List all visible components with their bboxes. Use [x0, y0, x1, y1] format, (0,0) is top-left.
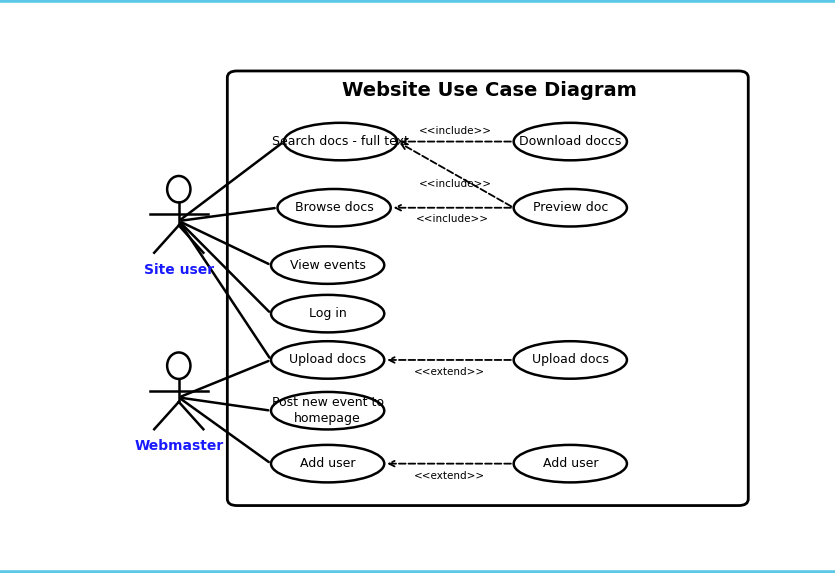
- Text: <<extend>>: <<extend>>: [413, 471, 484, 481]
- Ellipse shape: [284, 123, 397, 160]
- Text: <<include>>: <<include>>: [416, 214, 488, 224]
- Ellipse shape: [271, 341, 384, 379]
- Text: Browse docs: Browse docs: [295, 201, 373, 214]
- Text: Website Use Case Diagram: Website Use Case Diagram: [342, 81, 637, 100]
- Text: Add user: Add user: [300, 457, 356, 470]
- Ellipse shape: [167, 176, 190, 202]
- Text: Download doccs: Download doccs: [519, 135, 621, 148]
- Text: Add user: Add user: [543, 457, 598, 470]
- Text: <<include>>: <<include>>: [419, 179, 492, 189]
- Ellipse shape: [514, 341, 627, 379]
- Text: Post new event to
homepage: Post new event to homepage: [271, 396, 383, 425]
- Ellipse shape: [271, 445, 384, 482]
- Ellipse shape: [271, 246, 384, 284]
- Ellipse shape: [167, 352, 190, 379]
- Text: Preview doc: Preview doc: [533, 201, 608, 214]
- Text: Upload docs: Upload docs: [532, 354, 609, 367]
- FancyBboxPatch shape: [227, 71, 748, 505]
- Text: Upload docs: Upload docs: [289, 354, 366, 367]
- Ellipse shape: [277, 189, 391, 226]
- Ellipse shape: [271, 295, 384, 332]
- Text: View events: View events: [290, 258, 366, 272]
- Text: Log in: Log in: [309, 307, 347, 320]
- Ellipse shape: [514, 123, 627, 160]
- Text: Site user: Site user: [144, 263, 214, 277]
- Text: Search docs - full text: Search docs - full text: [272, 135, 409, 148]
- Ellipse shape: [271, 392, 384, 429]
- Text: Webmaster: Webmaster: [134, 439, 224, 453]
- Ellipse shape: [514, 189, 627, 226]
- Text: <<extend>>: <<extend>>: [413, 367, 484, 377]
- Ellipse shape: [514, 445, 627, 482]
- Text: <<include>>: <<include>>: [419, 125, 492, 136]
